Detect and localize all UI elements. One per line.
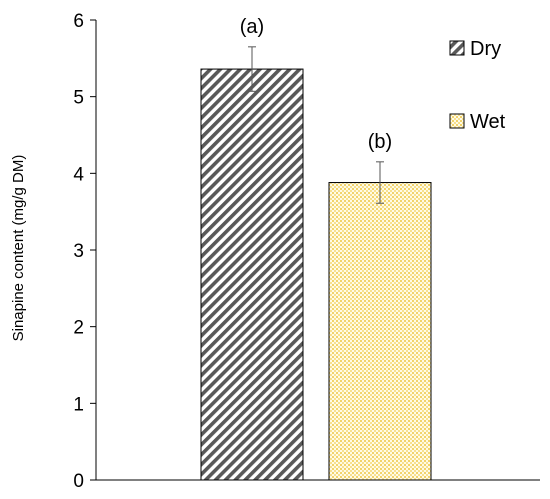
significance-label-wet: (b) bbox=[368, 131, 392, 153]
legend-swatch-dry bbox=[449, 40, 465, 56]
significance-label-dry: (a) bbox=[240, 16, 264, 38]
legend-swatch-wet bbox=[449, 113, 465, 129]
y-tick-label: 5 bbox=[73, 88, 84, 109]
bar-wet bbox=[328, 182, 432, 481]
y-tick-label: 6 bbox=[73, 11, 84, 32]
error-bars bbox=[248, 46, 384, 204]
bars bbox=[200, 68, 432, 481]
significance-labels: (a) (b) bbox=[240, 16, 392, 153]
y-axis-title: Sinapine content (mg/g DM) bbox=[10, 155, 27, 342]
legend-label-wet: Wet bbox=[470, 111, 506, 133]
legend: Dry Wet bbox=[449, 38, 506, 133]
y-tick-label: 4 bbox=[73, 164, 84, 185]
y-axis: 0 1 2 3 4 5 6 bbox=[73, 11, 97, 492]
y-tick-label: 1 bbox=[73, 394, 84, 415]
legend-label-dry: Dry bbox=[470, 38, 501, 60]
y-tick-label: 3 bbox=[73, 241, 84, 262]
bar-dry bbox=[200, 68, 304, 481]
y-tick-label: 0 bbox=[73, 471, 84, 492]
y-tick-label: 2 bbox=[73, 318, 84, 339]
